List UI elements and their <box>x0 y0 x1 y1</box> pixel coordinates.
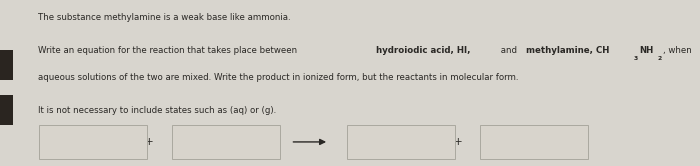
FancyBboxPatch shape <box>38 124 147 159</box>
Text: and: and <box>498 46 520 55</box>
Text: , when: , when <box>664 46 692 55</box>
Text: aqueous solutions of the two are mixed. Write the product in ionized form, but t: aqueous solutions of the two are mixed. … <box>38 73 519 82</box>
Bar <box>0 50 13 80</box>
Text: methylamine, CH: methylamine, CH <box>526 46 610 55</box>
Text: 3: 3 <box>634 56 638 61</box>
FancyBboxPatch shape <box>346 124 455 159</box>
Text: hydroiodic acid, HI,: hydroiodic acid, HI, <box>377 46 471 55</box>
Bar <box>0 95 13 124</box>
Text: It is not necessary to include states such as (aq) or (g).: It is not necessary to include states su… <box>38 106 276 115</box>
FancyBboxPatch shape <box>480 124 588 159</box>
Text: 2: 2 <box>658 56 662 61</box>
Text: +: + <box>145 137 153 147</box>
FancyBboxPatch shape <box>172 124 280 159</box>
Text: Write an equation for the reaction that takes place between: Write an equation for the reaction that … <box>38 46 300 55</box>
Text: The substance methylamine is a weak base like ammonia.: The substance methylamine is a weak base… <box>38 13 291 22</box>
Text: +: + <box>454 137 463 147</box>
Text: NH: NH <box>640 46 654 55</box>
